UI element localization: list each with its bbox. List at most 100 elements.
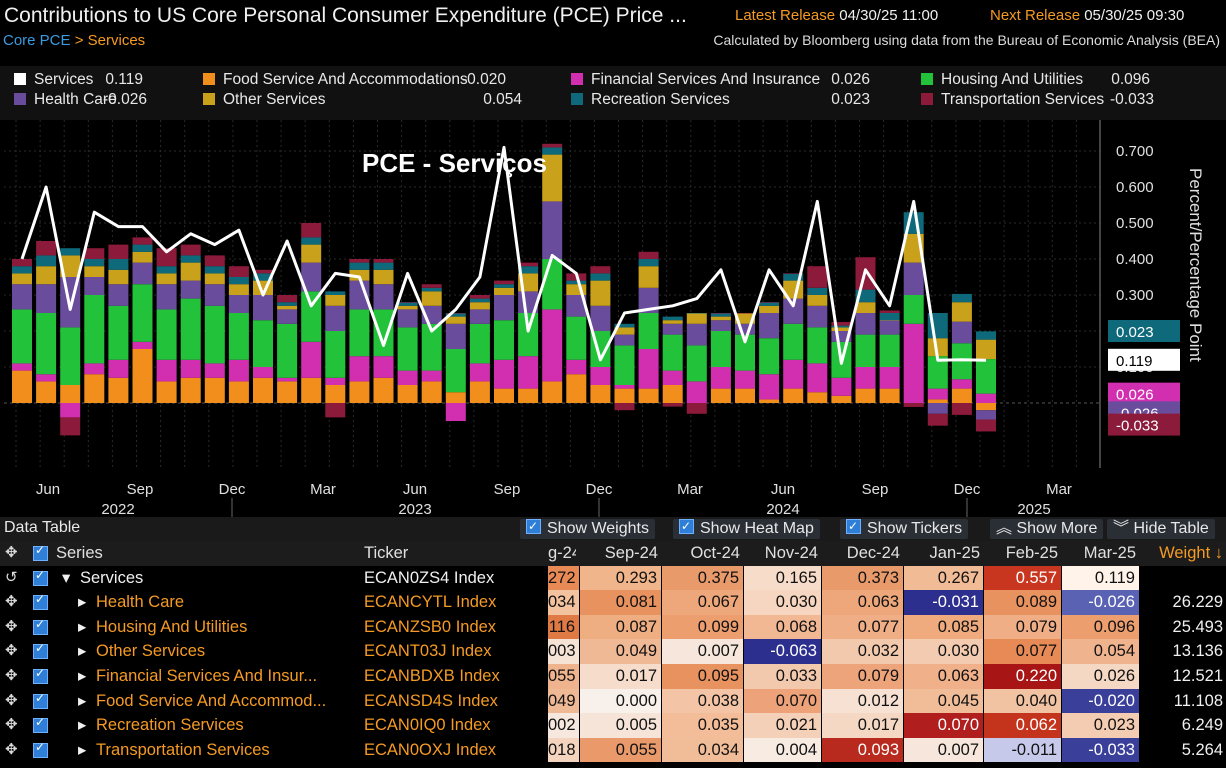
legend-item-financial-services-and-insurance[interactable]: Financial Services And Insurance [571, 70, 820, 90]
move-icon[interactable]: ✥ [5, 667, 18, 684]
bar-food-service-and-accommodations [494, 388, 514, 403]
bar-recreation-services [638, 259, 659, 267]
legend-item-transportation-services[interactable]: Transportation Services [921, 90, 1104, 110]
move-icon[interactable]: ✥ [5, 642, 18, 660]
expand-arrow-icon[interactable]: ▸ [78, 691, 87, 710]
legend-item-services[interactable]: Services [14, 70, 93, 90]
bar-food-service-and-accommodations [566, 374, 587, 403]
legend-item-health-care[interactable]: Health Care [14, 90, 117, 110]
expand-arrow-icon[interactable]: ▾ [62, 568, 71, 587]
table-cell: 0.267 [904, 565, 984, 591]
legend-item-housing-and-utilities[interactable]: Housing And Utilities [921, 70, 1083, 90]
legend-item-food-service-and-accommodations[interactable]: Food Service And Accommodations [203, 70, 468, 90]
legend-value: 0.023 [831, 91, 870, 108]
col-header-weight: Weight ↓ [1159, 544, 1223, 562]
x-tick-label: Mar [1046, 481, 1072, 498]
bar-recreation-services [84, 259, 105, 267]
table-row[interactable]: ✥ ▸ Food Service And Accommod... ECANSD4S I… [0, 688, 1226, 714]
table-cell: 0.077 [822, 614, 904, 640]
chevron-down-icon: ︾ [1113, 520, 1134, 537]
row-checkbox[interactable] [33, 617, 48, 635]
bar-transportation-services [301, 223, 322, 238]
bar-financial-services-and-insurance [156, 359, 177, 382]
select-all-checkbox[interactable] [33, 543, 48, 561]
bar-financial-services-and-insurance [36, 374, 57, 382]
bar-health-care [638, 287, 659, 313]
expand-arrow-icon[interactable]: ▸ [78, 642, 87, 661]
move-icon[interactable]: ✥ [5, 691, 18, 709]
bar-recreation-services [879, 313, 900, 321]
row-checkbox[interactable] [33, 641, 48, 660]
undo-icon[interactable]: ↺ [5, 568, 18, 586]
bar-transportation-services [132, 237, 153, 245]
move-icon[interactable]: ✥ [5, 593, 18, 611]
table-row[interactable]: ✥ ▸ Financial Services And Insur... ECANBDX… [0, 664, 1226, 689]
bar-transportation-services [469, 295, 490, 299]
bar-recreation-services [108, 259, 129, 270]
ticker: ECANT03J Index [364, 642, 492, 661]
legend-label: Housing And Utilities [941, 71, 1084, 88]
bar-transportation-services [421, 284, 442, 288]
series-name: Transportation Services [96, 740, 270, 759]
move-icon[interactable]: ✥ [5, 617, 18, 635]
bar-housing-and-utilities [976, 359, 996, 394]
x-year-label: 2024 [766, 501, 799, 517]
expand-arrow-icon[interactable]: ▸ [78, 667, 87, 685]
move-icon[interactable]: ✥ [5, 544, 18, 561]
bar-recreation-services [590, 273, 611, 281]
row-checkbox[interactable] [33, 740, 48, 758]
bar-transportation-services [903, 403, 924, 407]
table-cell: 116 [548, 614, 580, 640]
show-tickers-toggle[interactable]: Show Tickers [840, 516, 969, 539]
legend-label: Financial Services And Insurance [591, 71, 821, 88]
breadcrumb-services[interactable]: Services [87, 32, 146, 49]
bar-food-service-and-accommodations [36, 381, 57, 403]
expand-arrow-icon[interactable]: ▸ [78, 593, 87, 612]
show-heatmap-toggle[interactable]: Show Heat Map [673, 516, 820, 539]
data-table: Data Table Show Weights Show Heat Map Sh… [0, 516, 1226, 768]
bar-health-care [180, 280, 201, 299]
show-more-button[interactable]: ︽ Show More [990, 519, 1104, 539]
bar-financial-services-and-insurance [927, 388, 948, 400]
legend-item-recreation-services[interactable]: Recreation Services [571, 90, 730, 110]
expand-arrow-icon[interactable]: ▸ [78, 716, 87, 735]
legend-item-other-services[interactable]: Other Services [203, 90, 326, 110]
bar-other-services [710, 316, 731, 321]
breadcrumb-core-pce[interactable]: Core PCE [3, 32, 71, 49]
move-icon[interactable]: ✥ [5, 716, 18, 734]
bar-food-service-and-accommodations [373, 377, 394, 403]
weight-value: 11.108 [1173, 691, 1223, 710]
table-row[interactable]: ✥ ▸ Transportation Services ECAN0OXJ Index 0… [0, 737, 1226, 763]
move-icon[interactable]: ✥ [5, 740, 18, 758]
x-tick-label: Sep [494, 481, 521, 498]
bar-other-services [976, 339, 996, 360]
table-row[interactable]: ✥ ▸ Housing And Utilities ECANZSB0 Index 116… [0, 614, 1226, 640]
bar-other-services [204, 273, 225, 285]
bar-housing-and-utilities [397, 327, 418, 371]
bar-recreation-services [831, 325, 852, 328]
bar-housing-and-utilities [686, 345, 707, 382]
table-row[interactable]: ✥ ▸ Health Care ECANCYTL Index 0340.0810.067… [0, 590, 1226, 615]
bar-health-care [301, 262, 322, 292]
show-more-label: Show More [1016, 520, 1098, 537]
bar-health-care [976, 410, 996, 420]
legend-value: -0.033 [1110, 91, 1154, 108]
bar-financial-services-and-insurance [614, 385, 635, 389]
expand-arrow-icon[interactable]: ▸ [78, 617, 87, 636]
bar-financial-services-and-insurance [566, 359, 587, 375]
bar-transportation-services [445, 313, 466, 314]
bar-transportation-services [614, 403, 635, 411]
row-checkbox[interactable] [33, 691, 48, 709]
row-checkbox[interactable] [33, 568, 48, 586]
row-checkbox[interactable] [33, 715, 48, 734]
row-checkbox[interactable] [33, 666, 48, 684]
hide-table-button[interactable]: ︾ Hide Table [1107, 519, 1215, 539]
expand-arrow-icon[interactable]: ▸ [78, 740, 87, 759]
show-weights-toggle[interactable]: Show Weights [520, 516, 655, 539]
table-cell: 0.049 [580, 639, 662, 664]
row-checkbox[interactable] [33, 592, 48, 611]
